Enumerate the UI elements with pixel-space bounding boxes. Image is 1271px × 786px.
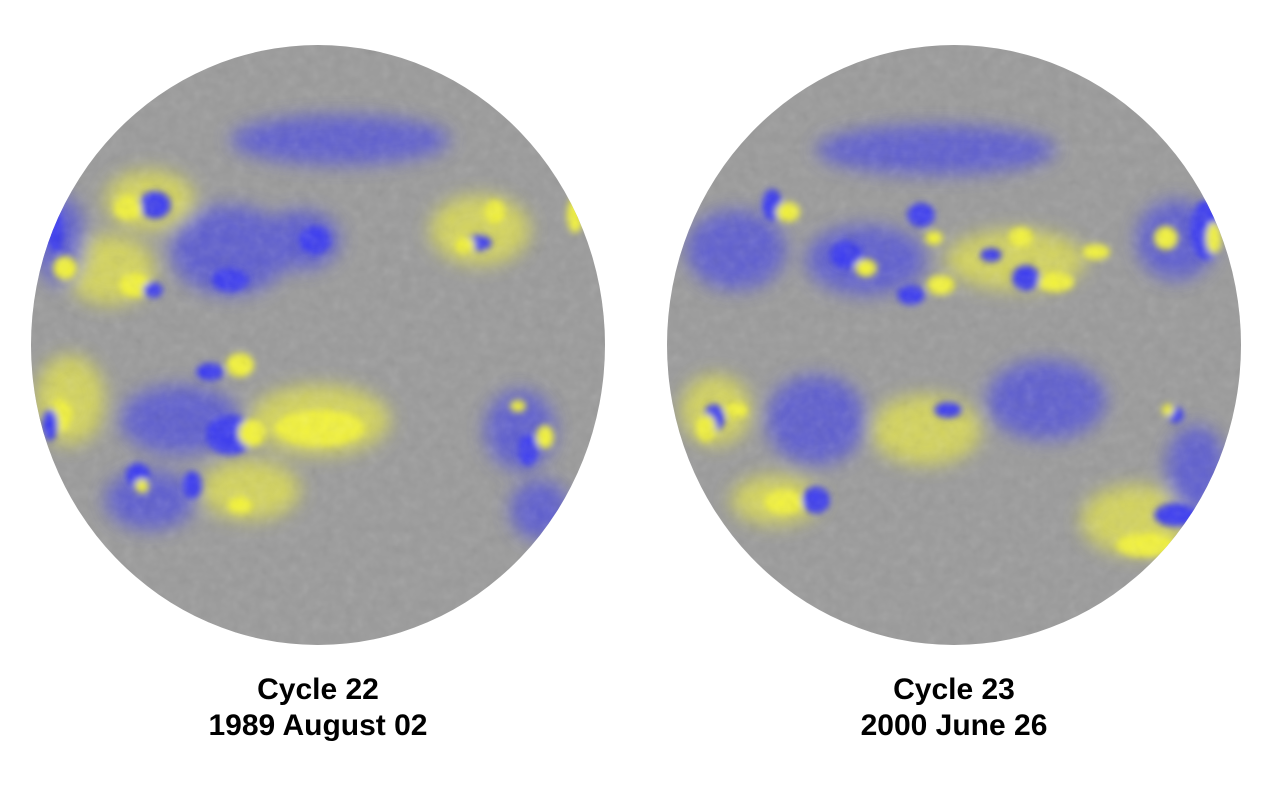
panel-caption: Cycle 23 2000 June 26 (636, 672, 1271, 744)
cycle-label: Cycle 22 (257, 673, 379, 706)
solar-disk-magnetogram-2000 (667, 45, 1241, 645)
solar-disk-magnetogram-1989 (31, 45, 605, 645)
panel-caption: Cycle 22 1989 August 02 (0, 672, 636, 744)
date-label: 2000 June 26 (860, 709, 1048, 742)
magnetogram-panel-cycle-23: Cycle 23 2000 June 26 (636, 0, 1271, 786)
cycle-label: Cycle 23 (893, 673, 1015, 706)
date-label: 1989 August 02 (208, 709, 428, 742)
magnetogram-panel-cycle-22: Cycle 22 1989 August 02 (0, 45, 636, 744)
